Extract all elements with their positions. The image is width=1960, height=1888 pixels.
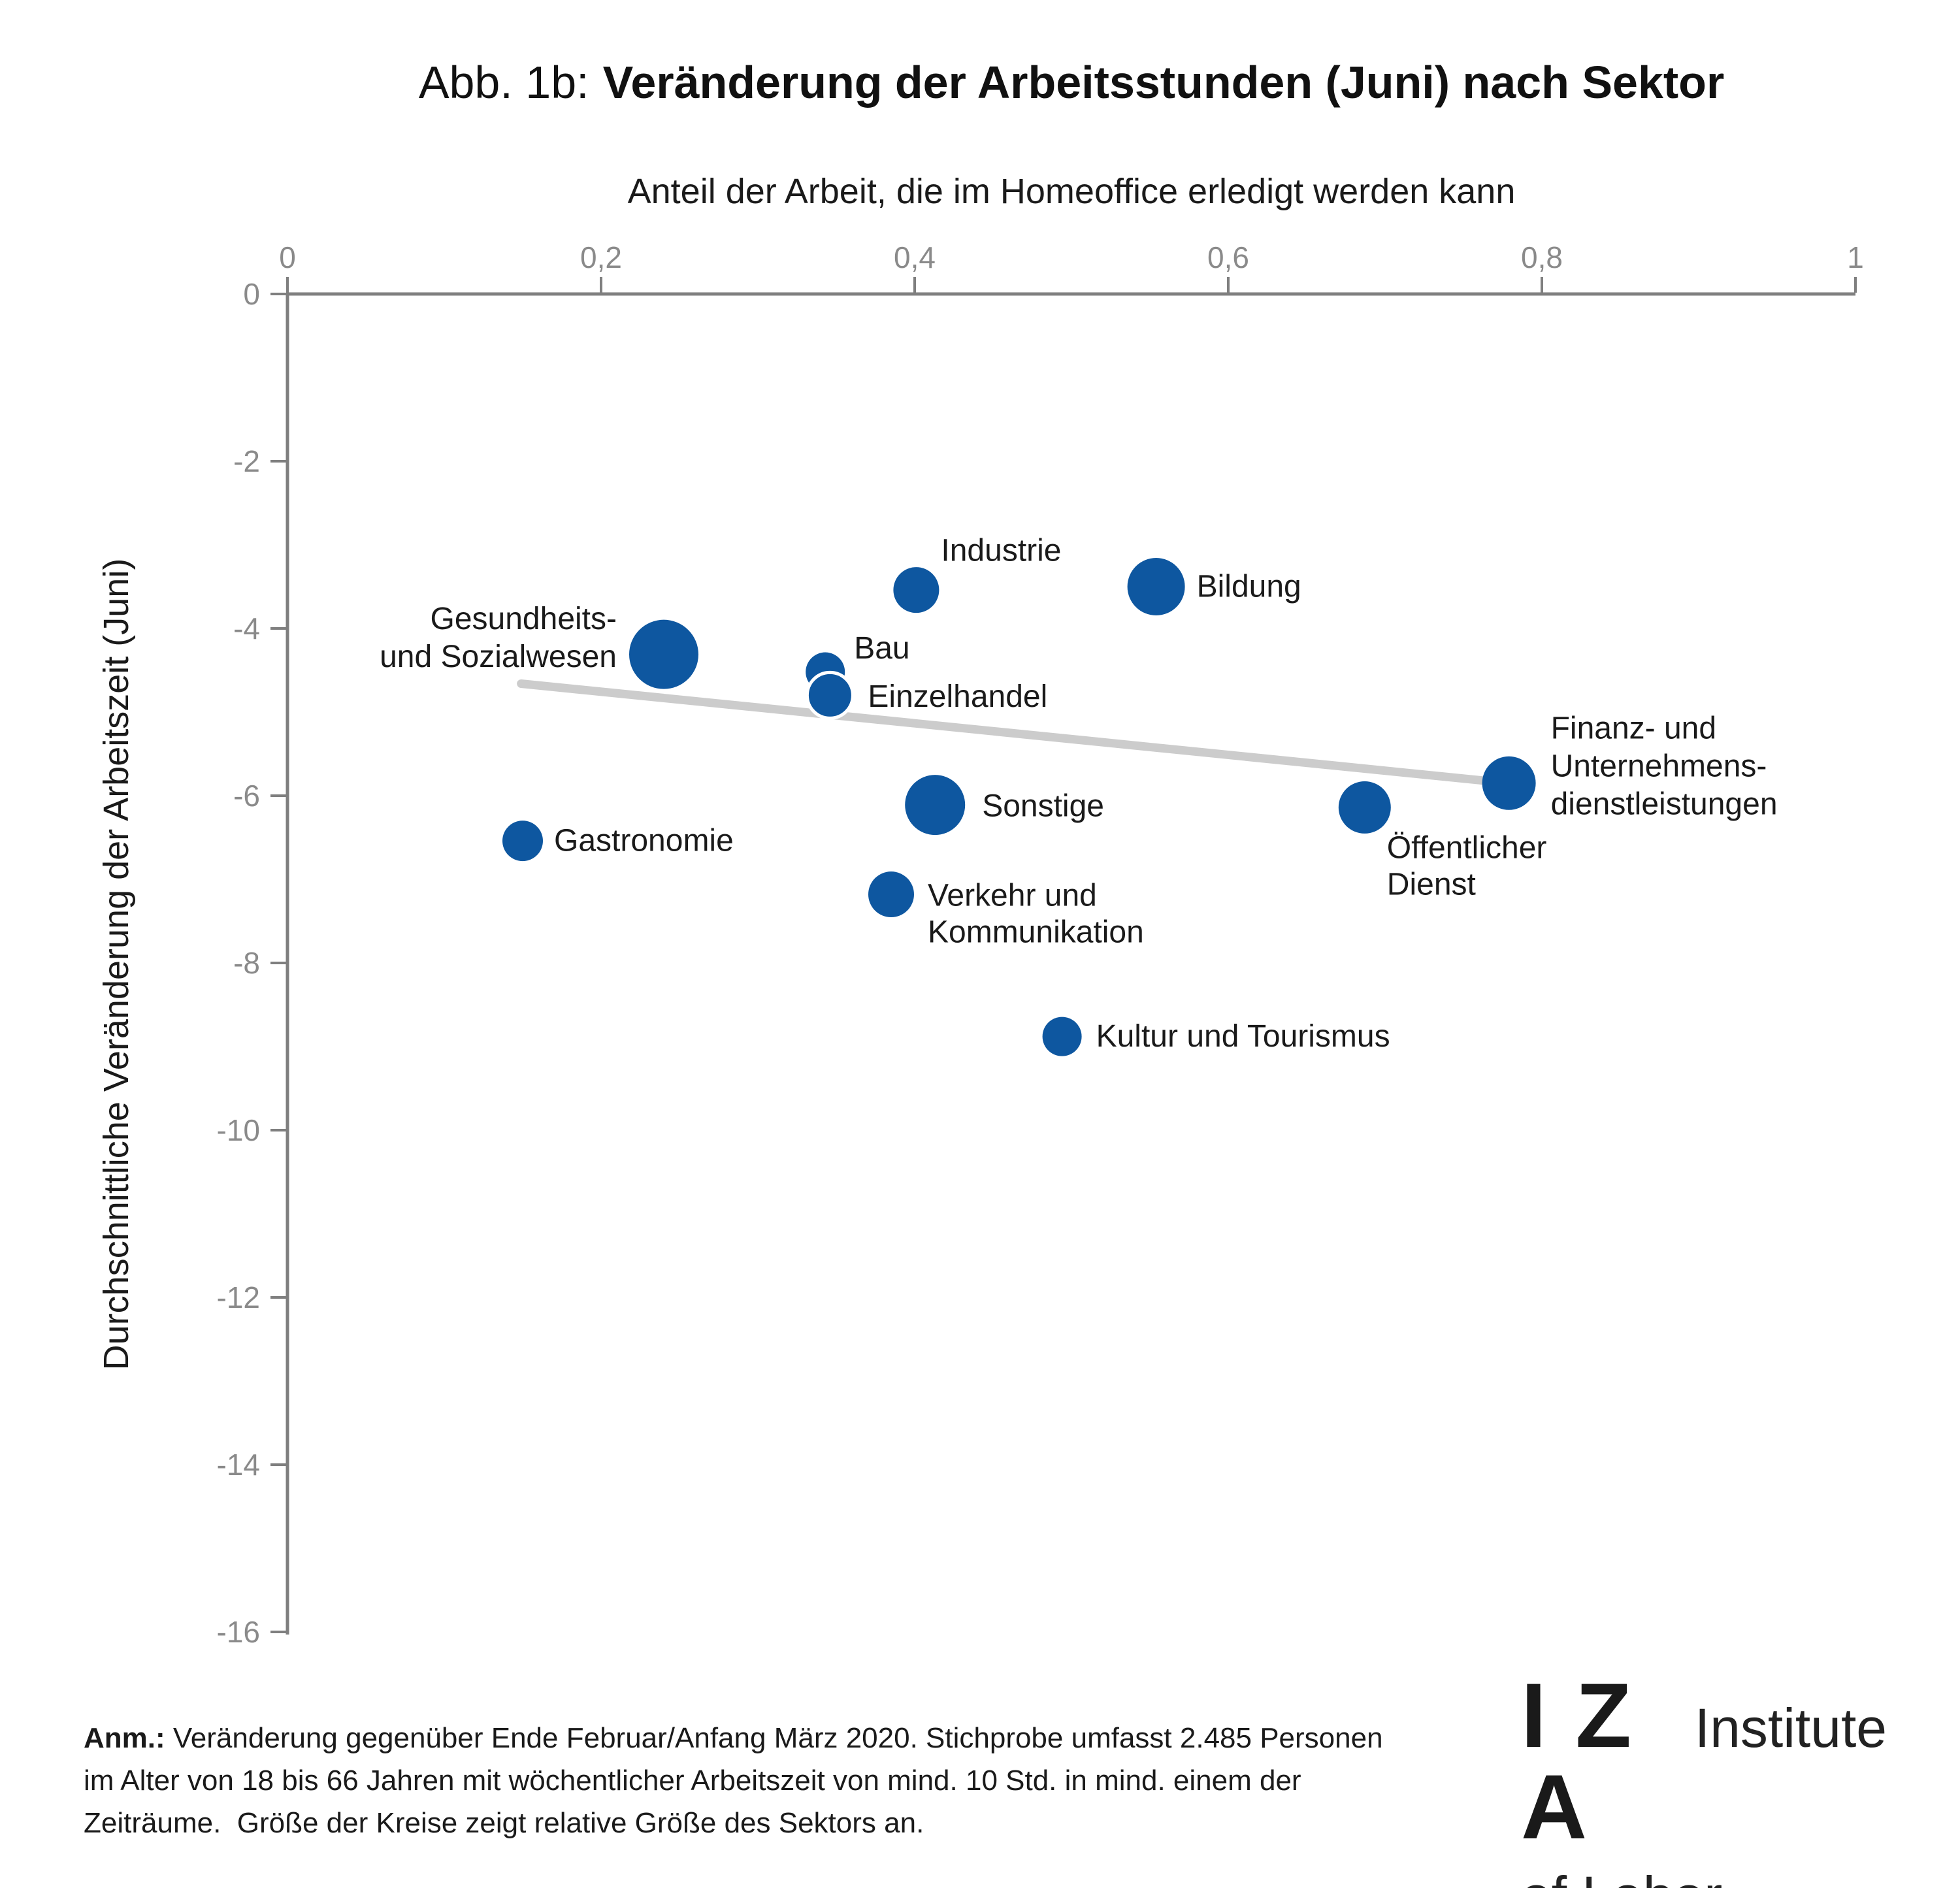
x-tick-label: 0,6: [1207, 240, 1249, 274]
trend-line: [517, 679, 1514, 788]
bubble-label-oeffentlicher-dienst: Dienst: [1387, 867, 1476, 902]
x-tick-label: 0,8: [1521, 240, 1563, 274]
bubble-label-sonstige: Sonstige: [982, 789, 1104, 824]
bubble-label-industrie: Industrie: [941, 534, 1061, 568]
bubble-label-einzelhandel: Einzelhandel: [868, 679, 1047, 714]
iza-logo-institute: Institute: [1694, 1697, 1887, 1759]
x-tick-label: 1: [1847, 240, 1864, 274]
y-tick-label: -2: [233, 444, 260, 478]
bubble-bildung: [1127, 558, 1185, 615]
y-tick-label: -16: [217, 1615, 260, 1649]
chart-title-prefix: Abb. 1b:: [418, 57, 589, 108]
note-line: im Alter von 18 bis 66 Jahren mit wöchen…: [84, 1765, 1301, 1797]
y-tick-label: -4: [233, 611, 260, 645]
y-tick-label: 0: [243, 277, 260, 311]
note: Anm.: Veränderung gegenüber Ende Februar…: [84, 1717, 1488, 1844]
bubble-label-finanz-und-unternehmensdienstleistungen: dienstleistungen: [1551, 787, 1778, 821]
iza-logo-subtitle: of Labor Economics: [1521, 1868, 1887, 1888]
y-tick-label: -6: [233, 779, 260, 813]
iza-logo: I Z A Institute of Labor Economics Initi…: [1521, 1670, 1887, 1888]
bubble-label-verkehr-und-kommunikation: Kommunikation: [928, 915, 1144, 950]
chart-title-main: Veränderung der Arbeitsstunden (Juni) na…: [602, 57, 1725, 108]
y-tick-label: -12: [217, 1280, 260, 1314]
bubble-gastronomie: [502, 821, 543, 862]
bubble-label-finanz-und-unternehmensdienstleistungen: Finanz- und: [1551, 711, 1716, 745]
note-line: Anm.: Veränderung gegenüber Ende Februar…: [84, 1717, 1488, 1759]
y-tick-label: -14: [217, 1448, 260, 1482]
bubble-label-bau: Bau: [854, 631, 909, 666]
iza-logo-acronym: I Z A: [1521, 1664, 1633, 1858]
x-tick-label: 0: [279, 240, 296, 274]
bubble-kultur-und-tourismus: [1042, 1017, 1082, 1056]
note-line-text: Veränderung gegenüber Ende Februar/Anfan…: [165, 1722, 1383, 1754]
bubble-label-gastronomie: Gastronomie: [554, 824, 734, 858]
bubble-industrie: [893, 567, 939, 613]
bubble-label-bildung: Bildung: [1197, 570, 1301, 604]
x-axis-title: Anteil der Arbeit, die im Homeoffice erl…: [627, 172, 1516, 211]
bubble-label-gesundheits-und-sozialwesen: und Sozialwesen: [380, 640, 617, 674]
note-line: Zeiträume. Größe der Kreise zeigt relati…: [84, 1807, 924, 1839]
bubble-gesundheits-und-sozialwesen: [629, 619, 698, 689]
note-prefix: Anm.:: [84, 1722, 165, 1754]
y-tick-label: -8: [233, 946, 260, 980]
y-tick-label: -10: [217, 1113, 260, 1147]
chart-title: Abb. 1b: Veränderung der Arbeitsstunden (…: [287, 57, 1855, 108]
bubble-label-gesundheits-und-sozialwesen: Gesundheits-: [431, 602, 617, 636]
bubble-verkehr-und-kommunikation: [868, 871, 914, 918]
bubble-label-kultur-und-tourismus: Kultur und Tourismus: [1096, 1019, 1390, 1054]
bubble-einzelhandel: [805, 670, 855, 720]
bubble-label-finanz-und-unternehmensdienstleistungen: Unternehmens-: [1551, 749, 1767, 783]
x-tick-label: 0,4: [894, 240, 936, 274]
bubble-finanz-und-unternehmensdienstleistungen: [1482, 756, 1536, 810]
bubble-oeffentlicher-dienst: [1338, 781, 1391, 834]
bubble-label-verkehr-und-kommunikation: Verkehr und: [928, 879, 1097, 913]
x-tick-label: 0,2: [580, 240, 622, 274]
bubble-label-oeffentlicher-dienst: Öffentlicher: [1387, 830, 1547, 865]
bubble-sonstige: [905, 775, 966, 836]
iza-logo-row1: I Z A Institute: [1521, 1670, 1887, 1853]
